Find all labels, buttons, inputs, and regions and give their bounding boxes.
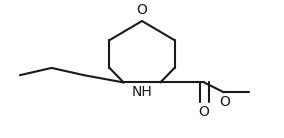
Text: O: O bbox=[199, 104, 210, 119]
Text: NH: NH bbox=[131, 85, 153, 99]
Text: O: O bbox=[137, 3, 147, 17]
Text: O: O bbox=[219, 95, 230, 109]
